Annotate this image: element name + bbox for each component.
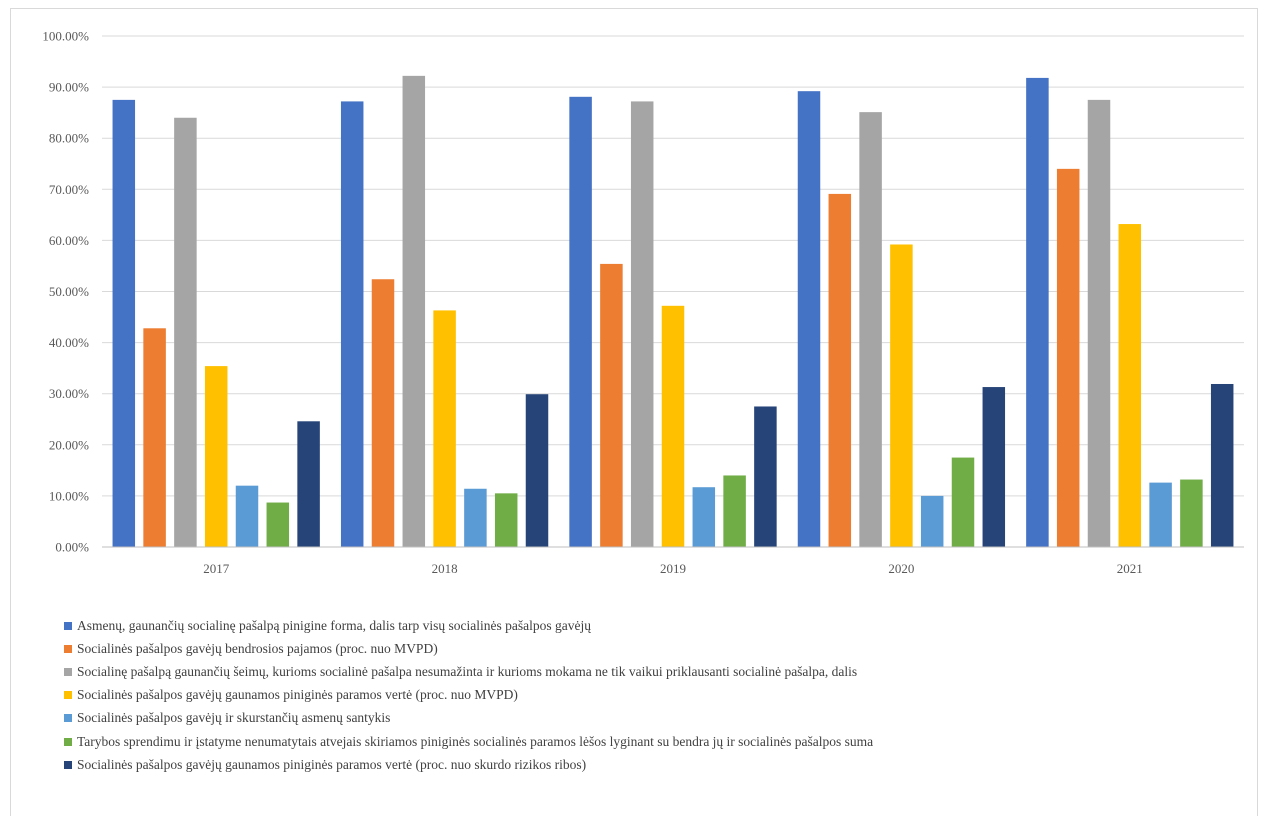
bar-2018-series-4 — [433, 310, 456, 547]
bar-2021-series-3 — [1087, 99, 1111, 547]
legend-swatch — [64, 644, 72, 653]
legend-swatch — [64, 760, 72, 769]
bar-2019-series-2 — [600, 263, 623, 547]
y-tick-label: 20.00% — [49, 437, 89, 452]
bar-2020-series-5 — [920, 495, 944, 547]
legend-item: Socialinės pašalpos gavėjų ir skurstanči… — [64, 707, 873, 730]
y-tick-label: 70.00% — [49, 182, 89, 197]
y-tick-label: 40.00% — [49, 335, 89, 350]
y-axis-ticks: 0.00% 10.00% 20.00% 30.00% 40.00% 50.00% 60.00… — [42, 29, 89, 555]
legend-label: Socialinės pašalpos gavėjų gaunamos pini… — [77, 687, 518, 703]
bar-2018-series-5 — [464, 488, 487, 547]
bar-2021-series-4 — [1118, 224, 1142, 547]
bar-2017-series-4 — [204, 366, 228, 547]
bar-2018-series-2 — [371, 279, 395, 547]
legend-swatch — [64, 691, 72, 700]
bar-2021-series-6 — [1180, 479, 1203, 547]
legend-label: Asmenų, gaunančių socialinę pašalpą pini… — [77, 617, 591, 633]
bar-2017-series-2 — [143, 328, 166, 547]
bar-2021-series-2 — [1056, 168, 1080, 548]
bar-2020-series-6 — [951, 457, 975, 547]
bar-2018-series-6 — [494, 493, 518, 547]
legend-label: Tarybos sprendimu ir įstatyme nenumatyta… — [77, 733, 874, 749]
chart-frame — [10, 8, 1258, 816]
y-tick-label: 10.00% — [49, 488, 89, 503]
bar-2020-series-3 — [859, 112, 882, 547]
bar-2021-series-7 — [1210, 383, 1234, 547]
legend-swatch — [64, 737, 72, 746]
y-tick-label: 100.00% — [42, 29, 89, 44]
bar-2017-series-6 — [266, 502, 290, 547]
bar-2018-series-7 — [525, 394, 549, 547]
bar-2019-series-5 — [692, 487, 716, 547]
legend-swatch — [64, 621, 72, 630]
bar-2019-series-1 — [569, 96, 592, 548]
bars — [112, 75, 1234, 548]
x-tick-label: 2021 — [1117, 561, 1143, 576]
y-tick-label: 30.00% — [49, 386, 89, 401]
legend-item: Tarybos sprendimu ir įstatyme nenumatyta… — [64, 730, 873, 753]
legend-label: Socialinę pašalpą gaunančių šeimų, kurio… — [77, 663, 858, 679]
y-tick-label: 60.00% — [49, 233, 89, 248]
legend-item: Socialinės pašalpos gavėjų gaunamos pini… — [64, 684, 873, 707]
bar-2019-series-4 — [661, 305, 685, 547]
legend-label: Socialinės pašalpos gavėjų ir skurstanči… — [77, 710, 391, 726]
bar-2020-series-2 — [828, 193, 852, 548]
bar-2020-series-1 — [797, 91, 821, 548]
legend-item: Socialinės pašalpos gavėjų bendrosios pa… — [64, 637, 873, 660]
legend-item: Socialinės pašalpos gavėjų gaunamos pini… — [64, 753, 873, 776]
x-tick-label: 2019 — [660, 561, 686, 576]
bar-2018-series-1 — [340, 101, 364, 548]
x-tick-label: 2017 — [203, 561, 230, 576]
bar-2019-series-3 — [630, 101, 654, 548]
x-tick-label: 2020 — [888, 561, 914, 576]
bar-2021-series-1 — [1026, 77, 1049, 547]
legend-item: Asmenų, gaunančių socialinę pašalpą pini… — [64, 614, 873, 637]
legend-item: Socialinę pašalpą gaunančių šeimų, kurio… — [64, 660, 873, 683]
y-tick-label: 90.00% — [49, 80, 89, 95]
bar-2017-series-3 — [174, 117, 197, 547]
y-tick-label: 0.00% — [55, 540, 89, 555]
bar-chart: 0.00% 10.00% 20.00% 30.00% 40.00% 50.00% 60.00… — [42, 29, 1244, 576]
x-tick-label: 2018 — [432, 561, 458, 576]
bar-2017-series-1 — [112, 99, 136, 547]
bar-2017-series-5 — [235, 485, 259, 547]
y-tick-label: 50.00% — [49, 284, 89, 299]
x-axis-ticks: 2017 2018 2019 2020 2021 — [203, 561, 1143, 576]
legend-swatch — [64, 714, 72, 723]
bar-2019-series-6 — [723, 475, 746, 547]
bar-2020-series-7 — [982, 387, 1006, 547]
legend-swatch — [64, 667, 72, 676]
bar-2017-series-7 — [297, 421, 320, 547]
bar-2018-series-3 — [402, 75, 426, 547]
bar-2019-series-7 — [754, 406, 777, 547]
legend-label: Socialinės pašalpos gavėjų bendrosios pa… — [77, 640, 438, 656]
bar-2021-series-5 — [1149, 482, 1172, 547]
bar-2020-series-4 — [890, 244, 913, 547]
legend-label: Socialinės pašalpos gavėjų gaunamos pini… — [77, 756, 587, 772]
legend: Asmenų, gaunančių socialinę pašalpą pini… — [64, 614, 873, 776]
y-tick-label: 80.00% — [49, 131, 89, 146]
